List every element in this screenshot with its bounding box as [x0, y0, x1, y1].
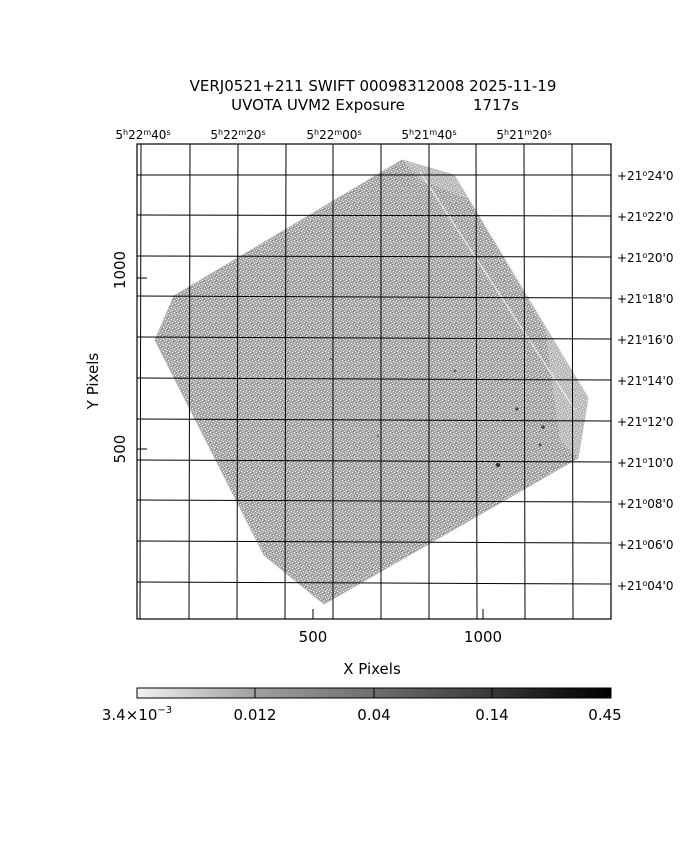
y-axis-title: Y Pixels: [84, 353, 102, 411]
colorbar-label: 3.4×10−3: [102, 705, 172, 724]
dec-label: +21o04'0: [617, 579, 673, 593]
ra-label: 5h22m00s: [306, 128, 361, 142]
x-tick-label: 500: [299, 628, 328, 646]
point-source: [329, 357, 333, 361]
dec-label: +21o08'0: [617, 497, 673, 511]
dec-label: +21o18'0: [617, 292, 673, 306]
plot-frame: [136, 143, 612, 620]
point-source: [541, 425, 545, 429]
colorbar-label: 0.14: [475, 706, 508, 724]
coordinate-grid: [136, 143, 612, 620]
ra-label: 5h21m20s: [496, 128, 551, 142]
dec-label: +21o16'0: [617, 333, 673, 347]
ra-label: 5h21m40s: [401, 128, 456, 142]
dec-labels: +21o24'0 +21o22'0 +21o20'0 +21o18'0 +21o…: [617, 169, 673, 593]
dec-label: +21o22'0: [617, 210, 673, 224]
point-source: [495, 462, 501, 468]
pixel-axis-ticks: [137, 277, 484, 619]
point-source: [538, 443, 542, 447]
ra-label: 5h22m20s: [210, 128, 265, 142]
dec-label: +21o14'0: [617, 374, 673, 388]
y-tick-label: 1000: [111, 251, 129, 289]
colorbar-label: 0.012: [234, 706, 277, 724]
point-source: [453, 369, 457, 373]
exposure-time: 1717s: [473, 96, 519, 114]
exposure-field: [154, 159, 589, 605]
image-title: VERJ0521+211 SWIFT 00098312008 2025-11-1…: [190, 77, 557, 95]
point-source: [515, 407, 519, 411]
x-axis-title: X Pixels: [343, 660, 401, 678]
colorbar: 3.4×10−3 0.012 0.04 0.14 0.45: [102, 687, 622, 724]
dec-label: +21o24'0: [617, 169, 673, 183]
ra-labels: 5h22m40s 5h22m20s 5h22m00s 5h21m40s 5h21…: [115, 128, 551, 142]
colorbar-label: 0.45: [588, 706, 621, 724]
dec-label: +21o12'0: [617, 415, 673, 429]
x-tick-label: 1000: [464, 628, 502, 646]
dec-label: +21o10'0: [617, 456, 673, 470]
ra-label: 5h22m40s: [115, 128, 170, 142]
y-tick-label: 500: [111, 435, 129, 464]
colorbar-label: 0.04: [357, 706, 390, 724]
point-source: [376, 434, 380, 438]
dec-label: +21o20'0: [617, 251, 673, 265]
image-subtitle: UVOTA UVM2 Exposure: [231, 96, 405, 114]
colorbar-ticks: [254, 688, 493, 698]
dec-label: +21o06'0: [617, 538, 673, 552]
